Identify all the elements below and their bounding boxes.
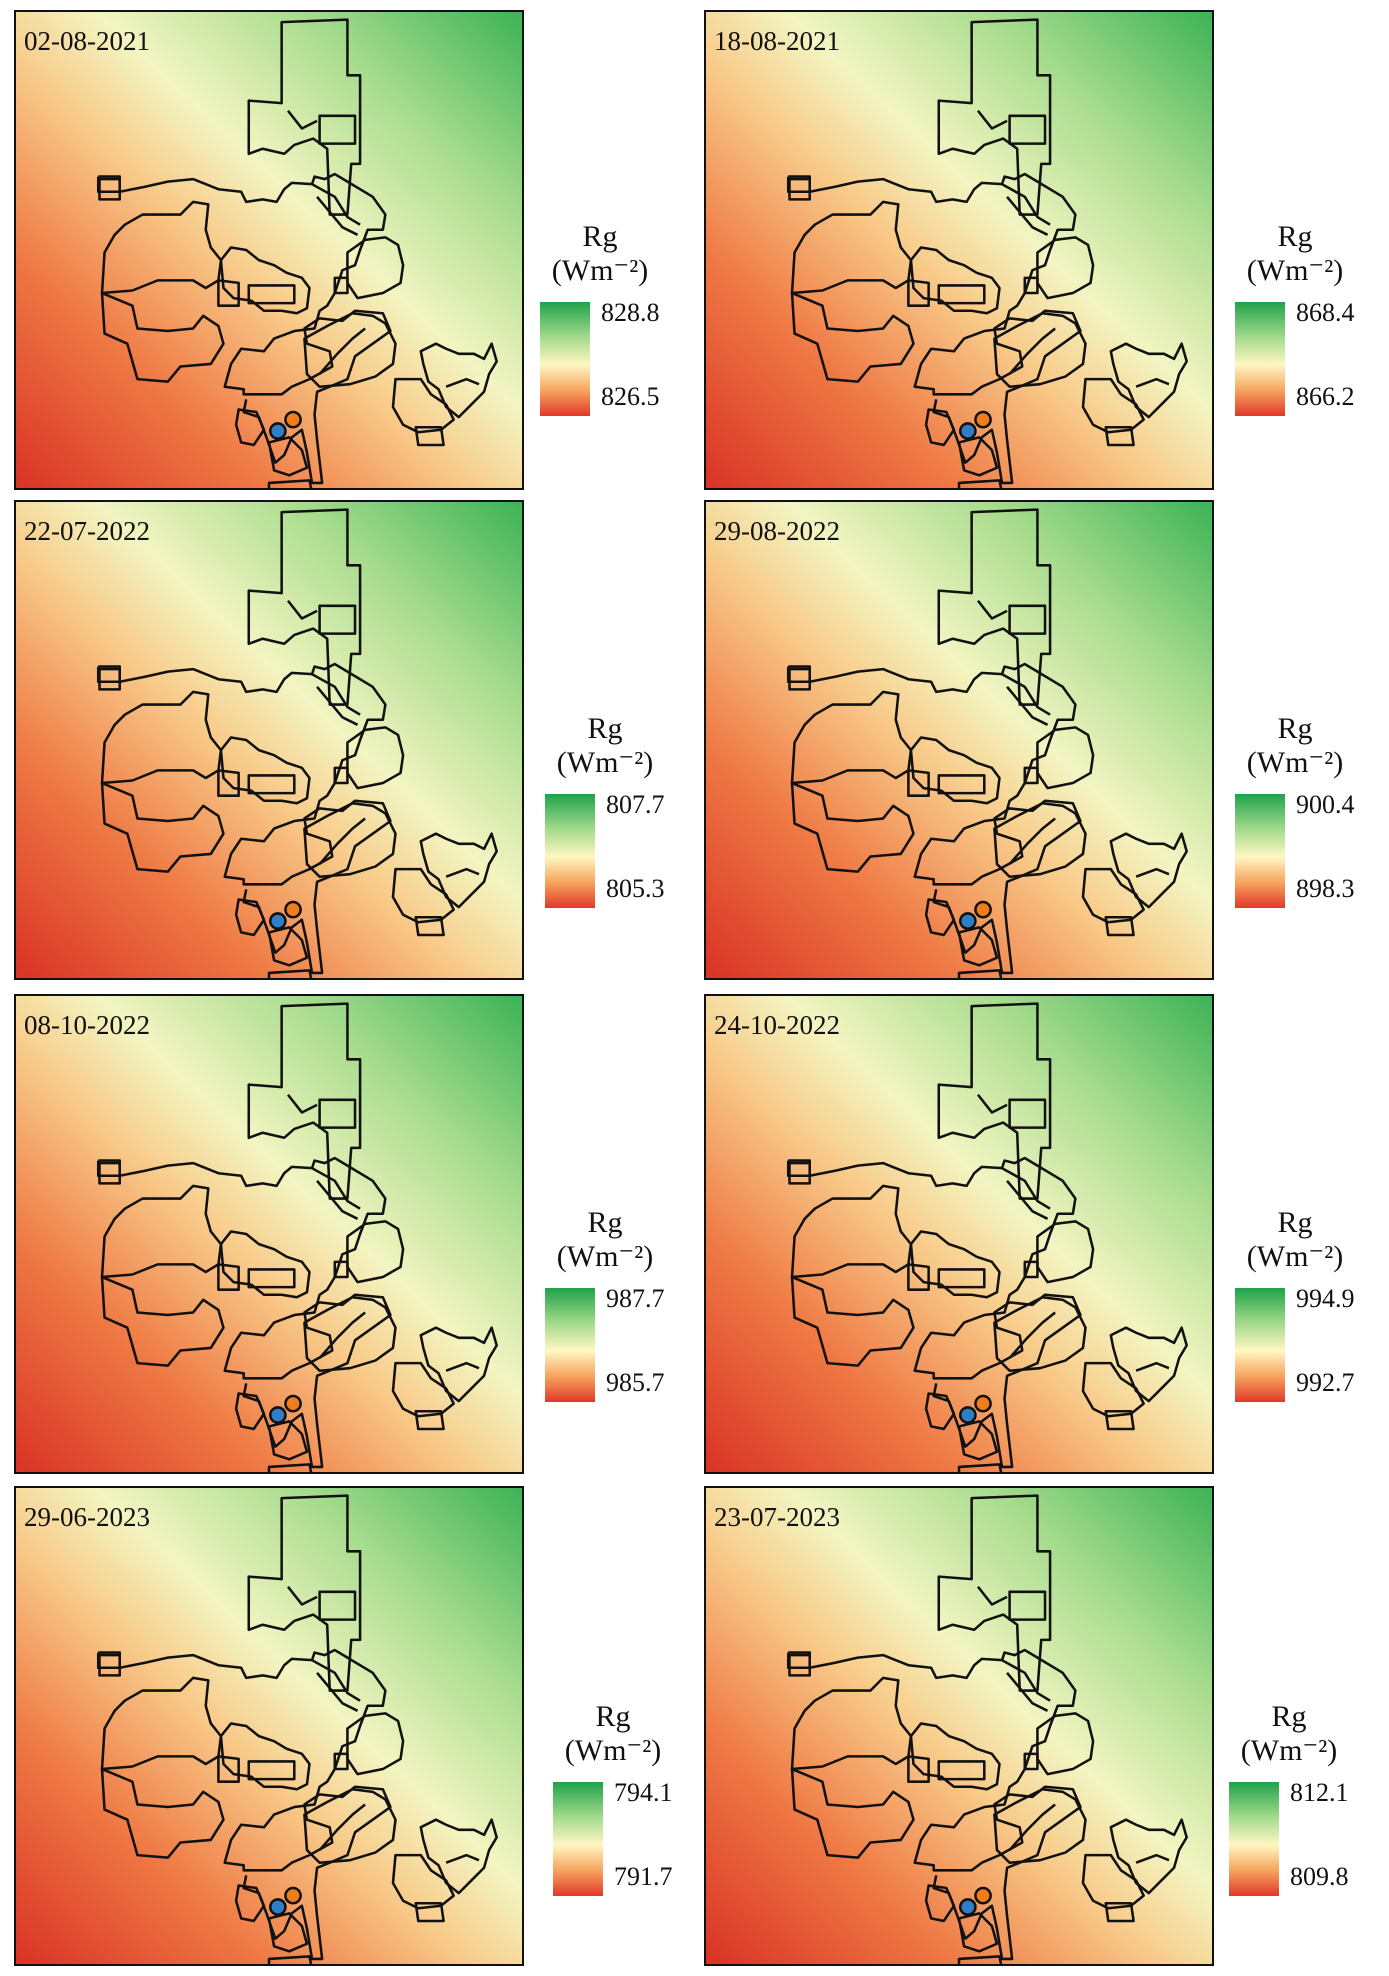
panel-date: 08-10-2022 bbox=[24, 1010, 150, 1040]
radiation-map: 23-07-2023 bbox=[704, 1486, 1214, 1966]
raster-surface bbox=[16, 1488, 522, 1964]
orange-point-icon bbox=[284, 410, 302, 429]
radiation-map: 29-06-2023 bbox=[14, 1486, 524, 1966]
legend-max-value: 900.4 bbox=[1296, 790, 1355, 819]
orange-point-icon bbox=[974, 1394, 992, 1413]
legend-title: Rg bbox=[587, 712, 623, 745]
blue-point-icon bbox=[268, 422, 287, 440]
orange-point-icon bbox=[284, 1394, 302, 1413]
legend-min-value: 985.7 bbox=[606, 1368, 665, 1397]
legend-max-value: 794.1 bbox=[614, 1778, 673, 1807]
raster-map bbox=[706, 12, 1212, 488]
orange-point-icon bbox=[284, 900, 302, 919]
legend-max-value: 868.4 bbox=[1296, 298, 1355, 327]
legend-unit: (Wm⁻²) bbox=[1240, 1734, 1338, 1767]
blue-point-icon bbox=[959, 1406, 977, 1424]
blue-point-icon bbox=[959, 912, 977, 930]
raster-map bbox=[706, 502, 1212, 978]
legend-max-value: 987.7 bbox=[606, 1284, 665, 1313]
legend-max-value: 807.7 bbox=[606, 790, 665, 819]
raster-map bbox=[706, 1488, 1212, 1964]
legend-max-value: 994.9 bbox=[1296, 1284, 1355, 1313]
raster-map bbox=[16, 502, 522, 978]
colorbar bbox=[545, 1288, 595, 1402]
colorbar bbox=[540, 302, 590, 416]
legend-min-value: 791.7 bbox=[614, 1862, 673, 1891]
raster-surface bbox=[16, 996, 522, 1472]
panel-date: 23-07-2023 bbox=[714, 1502, 840, 1532]
raster-map bbox=[706, 996, 1212, 1472]
raster-surface bbox=[706, 996, 1212, 1472]
blue-point-icon bbox=[959, 422, 977, 440]
blue-point-icon bbox=[268, 1898, 287, 1916]
legend-min-value: 898.3 bbox=[1296, 874, 1355, 903]
colorbar bbox=[1235, 302, 1285, 416]
panel-date: 24-10-2022 bbox=[714, 1010, 840, 1040]
legend-max-value: 828.8 bbox=[601, 298, 660, 327]
colorbar bbox=[1229, 1782, 1279, 1896]
panel-date: 02-08-2021 bbox=[24, 26, 150, 56]
raster-surface bbox=[706, 1488, 1212, 1964]
panel-date: 29-06-2023 bbox=[24, 1502, 150, 1532]
colorbar bbox=[553, 1782, 603, 1896]
legend-min-value: 809.8 bbox=[1290, 1862, 1349, 1891]
raster-surface bbox=[16, 12, 522, 488]
legend-title: Rg bbox=[1277, 1206, 1313, 1239]
raster-surface bbox=[16, 502, 522, 978]
legend-min-value: 826.5 bbox=[601, 382, 660, 411]
legend-min-value: 992.7 bbox=[1296, 1368, 1355, 1397]
radiation-map: 08-10-2022 bbox=[14, 994, 524, 1474]
radiation-map: 22-07-2022 bbox=[14, 500, 524, 980]
legend-min-value: 805.3 bbox=[606, 874, 665, 903]
blue-point-icon bbox=[959, 1898, 977, 1916]
blue-point-icon bbox=[268, 1406, 287, 1424]
panel-date: 22-07-2022 bbox=[24, 516, 150, 546]
orange-point-icon bbox=[974, 1886, 992, 1905]
radiation-map: 24-10-2022 bbox=[704, 994, 1214, 1474]
colorbar bbox=[1235, 1288, 1285, 1402]
raster-map bbox=[16, 1488, 522, 1964]
legend-title: Rg bbox=[595, 1700, 631, 1733]
legend-max-value: 812.1 bbox=[1290, 1778, 1349, 1807]
blue-point-icon bbox=[268, 912, 287, 930]
colorbar bbox=[1235, 794, 1285, 908]
colorbar bbox=[545, 794, 595, 908]
raster-surface bbox=[706, 12, 1212, 488]
raster-map bbox=[16, 996, 522, 1472]
legend-min-value: 866.2 bbox=[1296, 382, 1355, 411]
radiation-map: 29-08-2022 bbox=[704, 500, 1214, 980]
legend-unit: (Wm⁻²) bbox=[1246, 1240, 1344, 1273]
orange-point-icon bbox=[974, 900, 992, 919]
legend-unit: (Wm⁻²) bbox=[556, 746, 654, 779]
radiation-map: 02-08-2021 bbox=[14, 10, 524, 490]
legend-unit: (Wm⁻²) bbox=[551, 254, 649, 287]
radiation-map: 18-08-2021 bbox=[704, 10, 1214, 490]
raster-map bbox=[16, 12, 522, 488]
orange-point-icon bbox=[974, 410, 992, 429]
legend-title: Rg bbox=[587, 1206, 623, 1239]
raster-surface bbox=[706, 502, 1212, 978]
panel-date: 29-08-2022 bbox=[714, 516, 840, 546]
legend-unit: (Wm⁻²) bbox=[564, 1734, 662, 1767]
orange-point-icon bbox=[284, 1886, 302, 1905]
legend-unit: (Wm⁻²) bbox=[1246, 254, 1344, 287]
legend-title: Rg bbox=[1277, 220, 1313, 253]
legend-title: Rg bbox=[1271, 1700, 1307, 1733]
legend-title: Rg bbox=[582, 220, 618, 253]
legend-title: Rg bbox=[1277, 712, 1313, 745]
panel-date: 18-08-2021 bbox=[714, 26, 840, 56]
legend-unit: (Wm⁻²) bbox=[1246, 746, 1344, 779]
legend-unit: (Wm⁻²) bbox=[556, 1240, 654, 1273]
